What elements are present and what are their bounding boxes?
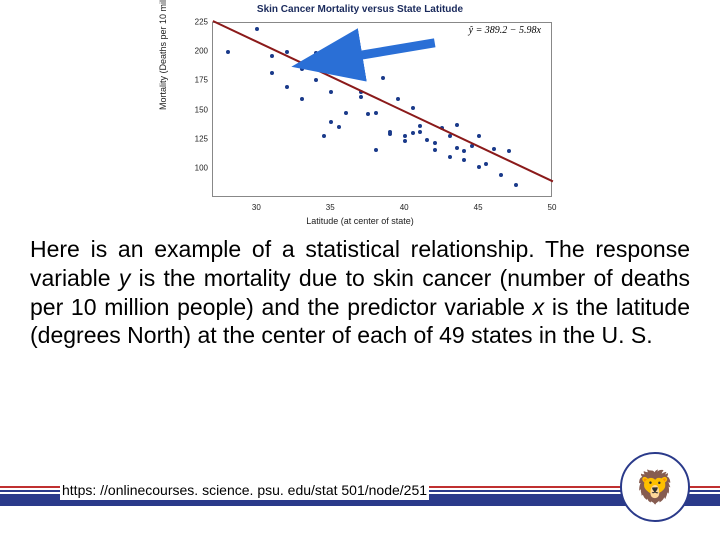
data-point — [448, 134, 452, 138]
logo-glyph-icon: 🦁 — [635, 468, 675, 506]
data-point — [403, 139, 407, 143]
equation-arrow-icon — [213, 23, 553, 198]
data-point — [226, 50, 230, 54]
data-point — [344, 111, 348, 115]
data-point — [507, 149, 511, 153]
data-point — [403, 134, 407, 138]
data-point — [477, 134, 481, 138]
data-point — [314, 51, 318, 55]
data-point — [359, 95, 363, 99]
data-point — [300, 67, 304, 71]
data-point — [329, 90, 333, 94]
description-paragraph: Here is an example of a statistical rela… — [30, 235, 690, 350]
data-point — [411, 131, 415, 135]
data-point — [433, 141, 437, 145]
chart-title: Skin Cancer Mortality versus State Latit… — [150, 0, 570, 15]
data-point — [381, 76, 385, 80]
data-point — [255, 27, 259, 31]
data-point — [455, 123, 459, 127]
y-tick: 150 — [190, 105, 208, 114]
data-point — [314, 78, 318, 82]
source-url: https: //onlinecourses. science. psu. ed… — [60, 480, 429, 500]
data-point — [388, 130, 392, 134]
x-axis-label: Latitude (at center of state) — [150, 216, 570, 226]
y-tick: 175 — [190, 76, 208, 85]
data-point — [411, 106, 415, 110]
data-point — [425, 138, 429, 142]
plot-area: ŷ = 389.2 − 5.98x — [212, 22, 552, 197]
data-point — [270, 71, 274, 75]
data-point — [285, 85, 289, 89]
y-tick: 100 — [190, 163, 208, 172]
x-tick: 30 — [252, 203, 261, 212]
data-point — [300, 97, 304, 101]
data-point — [514, 183, 518, 187]
data-point — [418, 124, 422, 128]
data-point — [270, 54, 274, 58]
data-point — [477, 165, 481, 169]
logo-badge: 🦁 — [620, 452, 690, 522]
slide-footer: https: //onlinecourses. science. psu. ed… — [0, 468, 720, 540]
x-tick: 35 — [326, 203, 335, 212]
x-tick: 50 — [548, 203, 557, 212]
data-point — [329, 120, 333, 124]
data-point — [418, 130, 422, 134]
x-variable: x — [533, 294, 545, 320]
y-tick: 225 — [190, 18, 208, 27]
data-point — [462, 158, 466, 162]
data-point — [499, 173, 503, 177]
scatter-chart: Skin Cancer Mortality versus State Latit… — [150, 0, 570, 230]
x-tick: 45 — [474, 203, 483, 212]
data-point — [455, 146, 459, 150]
regression-line — [213, 20, 554, 182]
data-point — [433, 148, 437, 152]
data-point — [462, 149, 466, 153]
data-point — [337, 125, 341, 129]
data-point — [448, 155, 452, 159]
y-variable: y — [119, 265, 131, 291]
y-tick: 200 — [190, 47, 208, 56]
data-point — [484, 162, 488, 166]
data-point — [396, 97, 400, 101]
data-point — [374, 111, 378, 115]
regression-equation: ŷ = 389.2 − 5.98x — [469, 25, 541, 36]
x-tick: 40 — [400, 203, 409, 212]
data-point — [366, 112, 370, 116]
data-point — [492, 147, 496, 151]
y-tick: 125 — [190, 134, 208, 143]
data-point — [322, 134, 326, 138]
data-point — [374, 148, 378, 152]
y-axis-label: Mortality (Deaths per 10 million) — [158, 0, 168, 110]
